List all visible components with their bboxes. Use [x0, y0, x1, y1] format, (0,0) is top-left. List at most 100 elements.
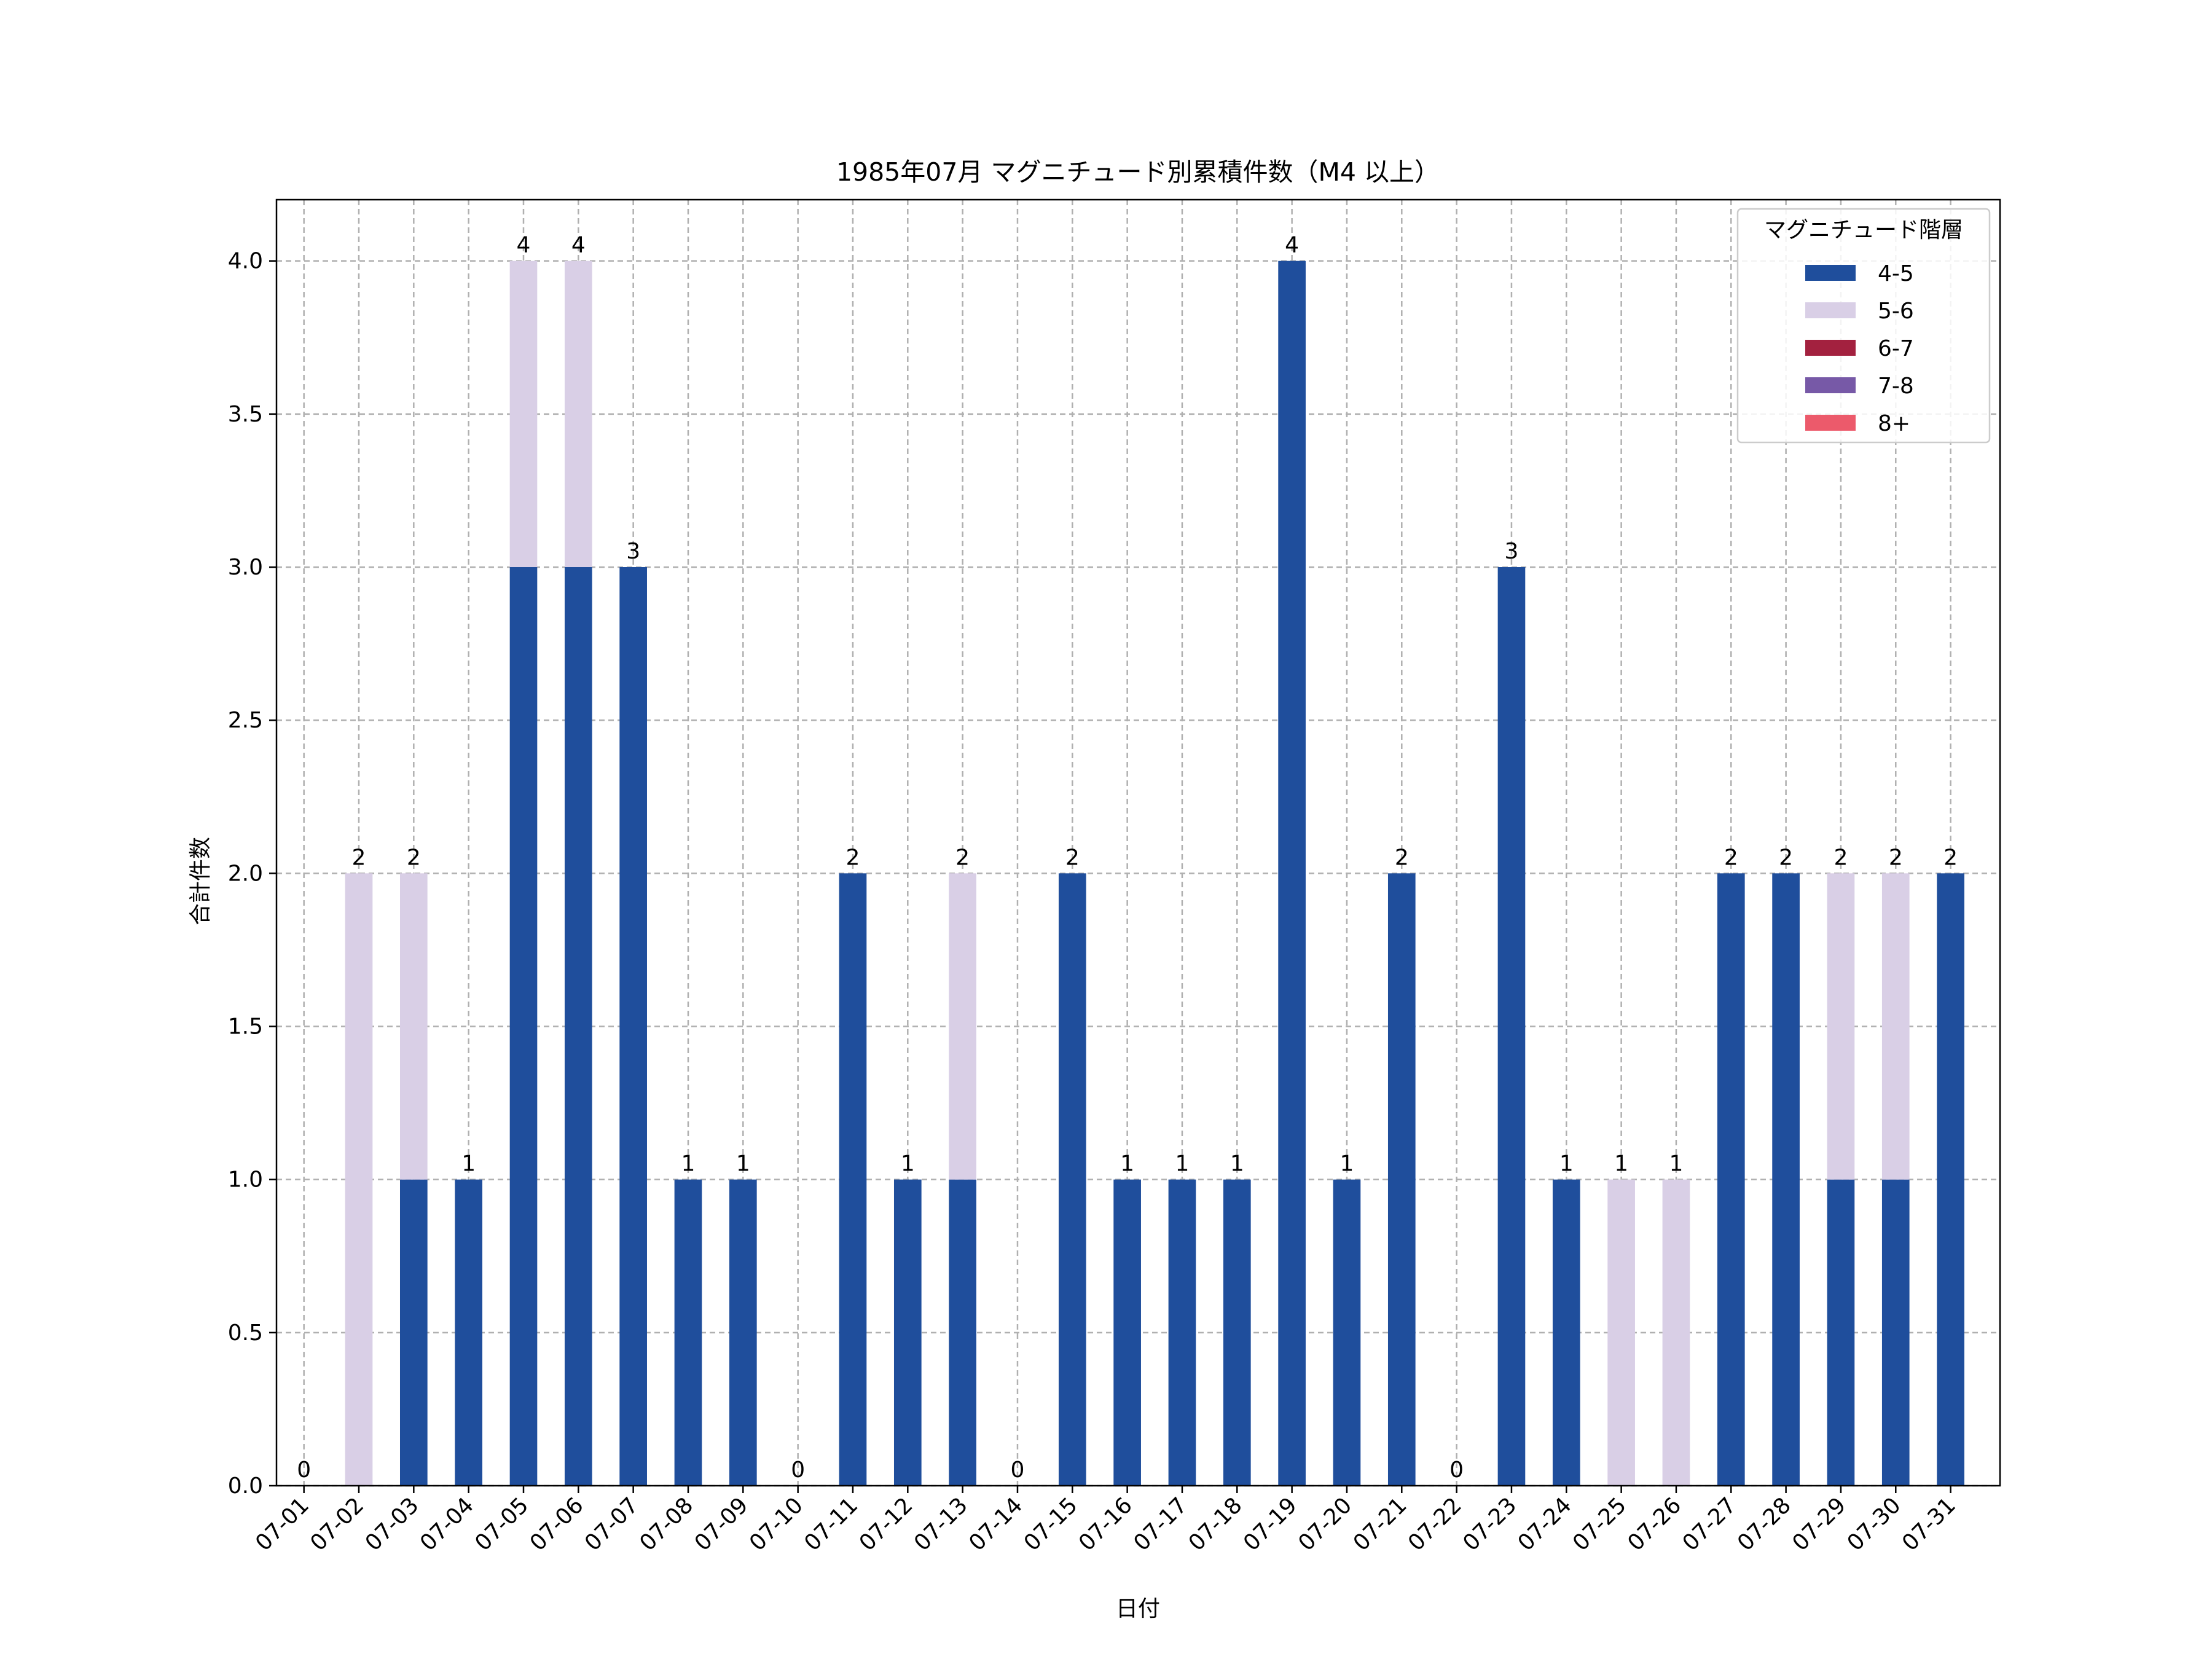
bar-segment-5-6: [345, 873, 373, 1486]
bar-total-label: 2: [1943, 845, 1958, 870]
bar-total-label: 1: [736, 1151, 750, 1177]
bar-segment-4-5: [455, 1179, 482, 1486]
x-tick-label: 07-26: [1623, 1492, 1686, 1556]
bar-segment-4-5: [674, 1179, 702, 1486]
x-tick-label: 07-30: [1843, 1492, 1906, 1556]
bar-total-label: 3: [1504, 539, 1518, 564]
bar-total-label: 2: [955, 845, 970, 870]
bar-segment-4-5: [1058, 873, 1086, 1486]
x-tick-label: 07-24: [1513, 1492, 1577, 1556]
x-tick-label: 07-22: [1403, 1492, 1467, 1556]
x-tick-label: 07-27: [1678, 1492, 1741, 1556]
x-tick-label: 07-21: [1349, 1492, 1412, 1556]
y-axis: 0.0 0.5 1.0 1.5 2.0 2.5 3.0 3.5 4.0: [228, 249, 276, 1499]
x-tick-label: 07-19: [1239, 1492, 1302, 1556]
bar-segment-4-5: [1278, 261, 1306, 1486]
bar-segment-4-5: [1937, 873, 1964, 1486]
y-axis-label: 合計件数: [188, 837, 213, 925]
bar-segment-4-5: [1223, 1179, 1251, 1486]
legend-label: 6-7: [1878, 336, 1914, 361]
x-tick-label: 07-11: [799, 1492, 863, 1556]
x-tick-label: 07-10: [745, 1492, 808, 1556]
plot-area: [275, 198, 2001, 1487]
bar-segment-4-5: [1552, 1179, 1580, 1486]
bar-segment-4-5: [729, 1179, 757, 1486]
y-tick-label: 1.0: [228, 1167, 263, 1193]
y-tick-label: 0.0: [228, 1473, 263, 1499]
y-tick-label: 3.5: [228, 402, 263, 427]
x-tick-label: 07-07: [580, 1492, 643, 1556]
x-tick-label: 07-17: [1129, 1492, 1192, 1556]
x-tick-label: 07-02: [305, 1492, 369, 1556]
value-labels: 0 2 2 1 4 4 3 1 1 0 2 1 2 0 2 1 1 1 4 1 2 0 3 1 1 1 2 2 2 2 2: [297, 233, 1958, 1483]
bar-segment-4-5: [509, 567, 538, 1486]
x-tick-label: 07-14: [964, 1492, 1027, 1556]
legend: マグニチュード階層 4-5 5-6 6-7 7-8 8+: [1736, 208, 1991, 444]
bar-total-label: 2: [1834, 845, 1848, 870]
x-tick-label: 07-05: [470, 1492, 533, 1556]
bar-segment-4-5: [893, 1179, 922, 1486]
bar-total-label: 0: [791, 1457, 805, 1483]
bar-total-label: 2: [1724, 845, 1738, 870]
legend-title: マグニチュード階層: [1764, 218, 1963, 243]
bar-total-label: 1: [681, 1151, 696, 1177]
y-tick-label: 0.5: [228, 1320, 263, 1346]
bar-segment-4-5: [1113, 1179, 1141, 1486]
x-tick-label: 07-08: [635, 1492, 698, 1556]
y-tick-label: 4.0: [228, 249, 263, 274]
x-tick-label: 07-15: [1019, 1492, 1083, 1556]
bar-segment-5-6: [949, 873, 976, 1180]
legend-swatch-6-7: [1805, 340, 1856, 356]
bar-total-label: 2: [407, 845, 421, 870]
legend-swatch-7-8: [1805, 377, 1856, 393]
x-tick-label: 07-25: [1568, 1492, 1631, 1556]
bar-total-label: 1: [1120, 1151, 1134, 1177]
bar-segment-4-5: [399, 1179, 428, 1486]
chart-title: 1985年07月 マグニチュード別累積件数（M4 以上）: [836, 157, 1440, 187]
bar-total-label: 0: [297, 1457, 311, 1483]
bar-total-label: 2: [1065, 845, 1080, 870]
bar-total-label: 2: [846, 845, 860, 870]
bar-total-label: 1: [1669, 1151, 1683, 1177]
legend-swatch-4-5: [1805, 265, 1856, 281]
bar-segment-5-6: [1827, 873, 1855, 1180]
bar-segment-4-5: [1772, 873, 1800, 1486]
x-tick-label: 07-06: [525, 1492, 589, 1556]
y-tick-label: 1.5: [228, 1014, 263, 1040]
bar-segment-5-6: [1662, 1179, 1690, 1486]
x-tick-label: 07-03: [361, 1492, 424, 1556]
bar-total-label: 4: [1285, 233, 1299, 258]
x-tick-label: 07-01: [251, 1492, 314, 1556]
bar-total-label: 4: [571, 233, 586, 258]
bar-total-label: 3: [626, 539, 640, 564]
bar-segment-5-6: [399, 873, 428, 1180]
bar-segment-4-5: [564, 567, 592, 1486]
bar-total-label: 2: [1889, 845, 1903, 870]
legend-frame: [1736, 208, 1991, 444]
y-tick-label: 3.0: [228, 555, 263, 580]
bar-total-label: 4: [517, 233, 531, 258]
bar-segment-5-6: [564, 261, 592, 567]
bar-total-label: 2: [1395, 845, 1409, 870]
bar-segment-4-5: [1333, 1179, 1361, 1486]
bar-total-label: 1: [461, 1151, 476, 1177]
legend-label: 7-8: [1878, 374, 1914, 399]
x-tick-label: 07-12: [855, 1492, 918, 1556]
legend-label: 5-6: [1878, 299, 1914, 324]
bar-total-label: 1: [901, 1151, 915, 1177]
y-tick-label: 2.5: [228, 708, 263, 733]
bar-total-label: 1: [1614, 1151, 1628, 1177]
bar-total-label: 1: [1559, 1151, 1574, 1177]
bar-segment-4-5: [1497, 567, 1526, 1486]
x-axis-label: 日付: [1116, 1596, 1160, 1622]
x-tick-label: 07-29: [1787, 1492, 1851, 1556]
x-axis: 07-0107-0207-0307-0407-0507-0607-0707-08…: [251, 1486, 1961, 1556]
legend-label: 8+: [1878, 411, 1910, 436]
x-tick-label: 07-13: [909, 1492, 973, 1556]
bar-total-label: 1: [1230, 1151, 1244, 1177]
y-tick-label: 2.0: [228, 861, 263, 886]
bar-total-label: 2: [352, 845, 366, 870]
bar-segment-4-5: [619, 567, 647, 1486]
legend-swatch-8+: [1805, 415, 1856, 431]
